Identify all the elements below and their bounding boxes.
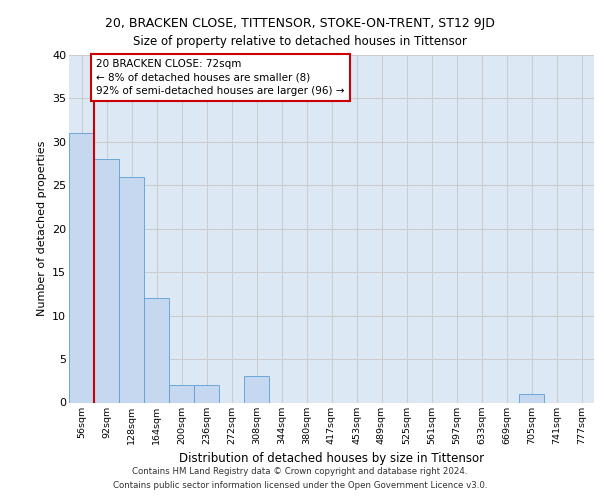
Text: Contains HM Land Registry data © Crown copyright and database right 2024.: Contains HM Land Registry data © Crown c… (132, 467, 468, 476)
Text: 20, BRACKEN CLOSE, TITTENSOR, STOKE-ON-TRENT, ST12 9JD: 20, BRACKEN CLOSE, TITTENSOR, STOKE-ON-T… (105, 18, 495, 30)
Bar (519, 394, 544, 402)
Bar (69, 133, 94, 402)
Y-axis label: Number of detached properties: Number of detached properties (37, 141, 47, 316)
Bar (94, 160, 119, 402)
Bar (194, 385, 219, 402)
Bar (169, 385, 194, 402)
Text: Contains public sector information licensed under the Open Government Licence v3: Contains public sector information licen… (113, 481, 487, 490)
Bar (244, 376, 269, 402)
Text: 20 BRACKEN CLOSE: 72sqm
← 8% of detached houses are smaller (8)
92% of semi-deta: 20 BRACKEN CLOSE: 72sqm ← 8% of detached… (97, 60, 345, 96)
Bar (144, 298, 169, 403)
Bar (119, 176, 144, 402)
Text: Size of property relative to detached houses in Tittensor: Size of property relative to detached ho… (133, 35, 467, 48)
X-axis label: Distribution of detached houses by size in Tittensor: Distribution of detached houses by size … (179, 452, 484, 465)
